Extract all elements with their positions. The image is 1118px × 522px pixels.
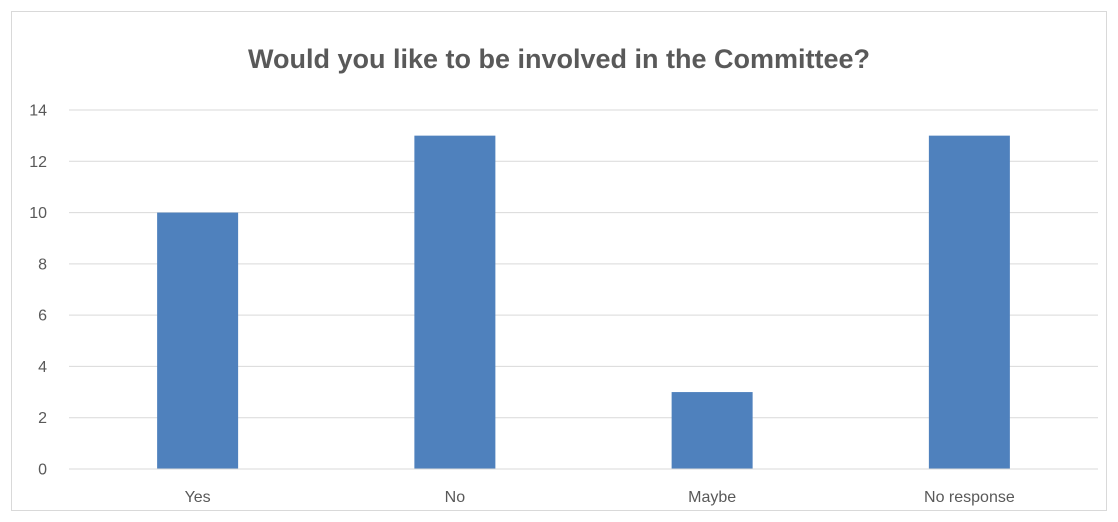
x-axis-ticks: Yes No Maybe No response (185, 489, 1015, 506)
bar-no-response (928, 135, 1010, 469)
x-tick-label-no: No (445, 489, 466, 506)
x-tick-label-no-response: No response (924, 489, 1015, 506)
bar-maybe (671, 392, 753, 469)
gridlines (69, 109, 1098, 419)
bar-yes (157, 212, 239, 470)
x-tick-label-yes: Yes (185, 489, 211, 506)
chart-title: Would you like to be involved in the Com… (248, 44, 870, 74)
x-tick-label-maybe: Maybe (688, 489, 736, 506)
bars (157, 135, 1010, 470)
y-tick-label-2: 2 (38, 410, 47, 427)
bar-no (414, 135, 496, 469)
y-tick-label-10: 10 (29, 205, 47, 222)
y-tick-label-8: 8 (38, 256, 47, 273)
y-tick-label-12: 12 (29, 154, 47, 171)
y-tick-label-4: 4 (38, 359, 47, 376)
y-axis-ticks: 0 2 4 6 8 10 12 14 (29, 103, 47, 479)
y-tick-label-14: 14 (29, 103, 47, 120)
y-tick-label-6: 6 (38, 308, 47, 325)
y-tick-label-0: 0 (38, 462, 47, 479)
